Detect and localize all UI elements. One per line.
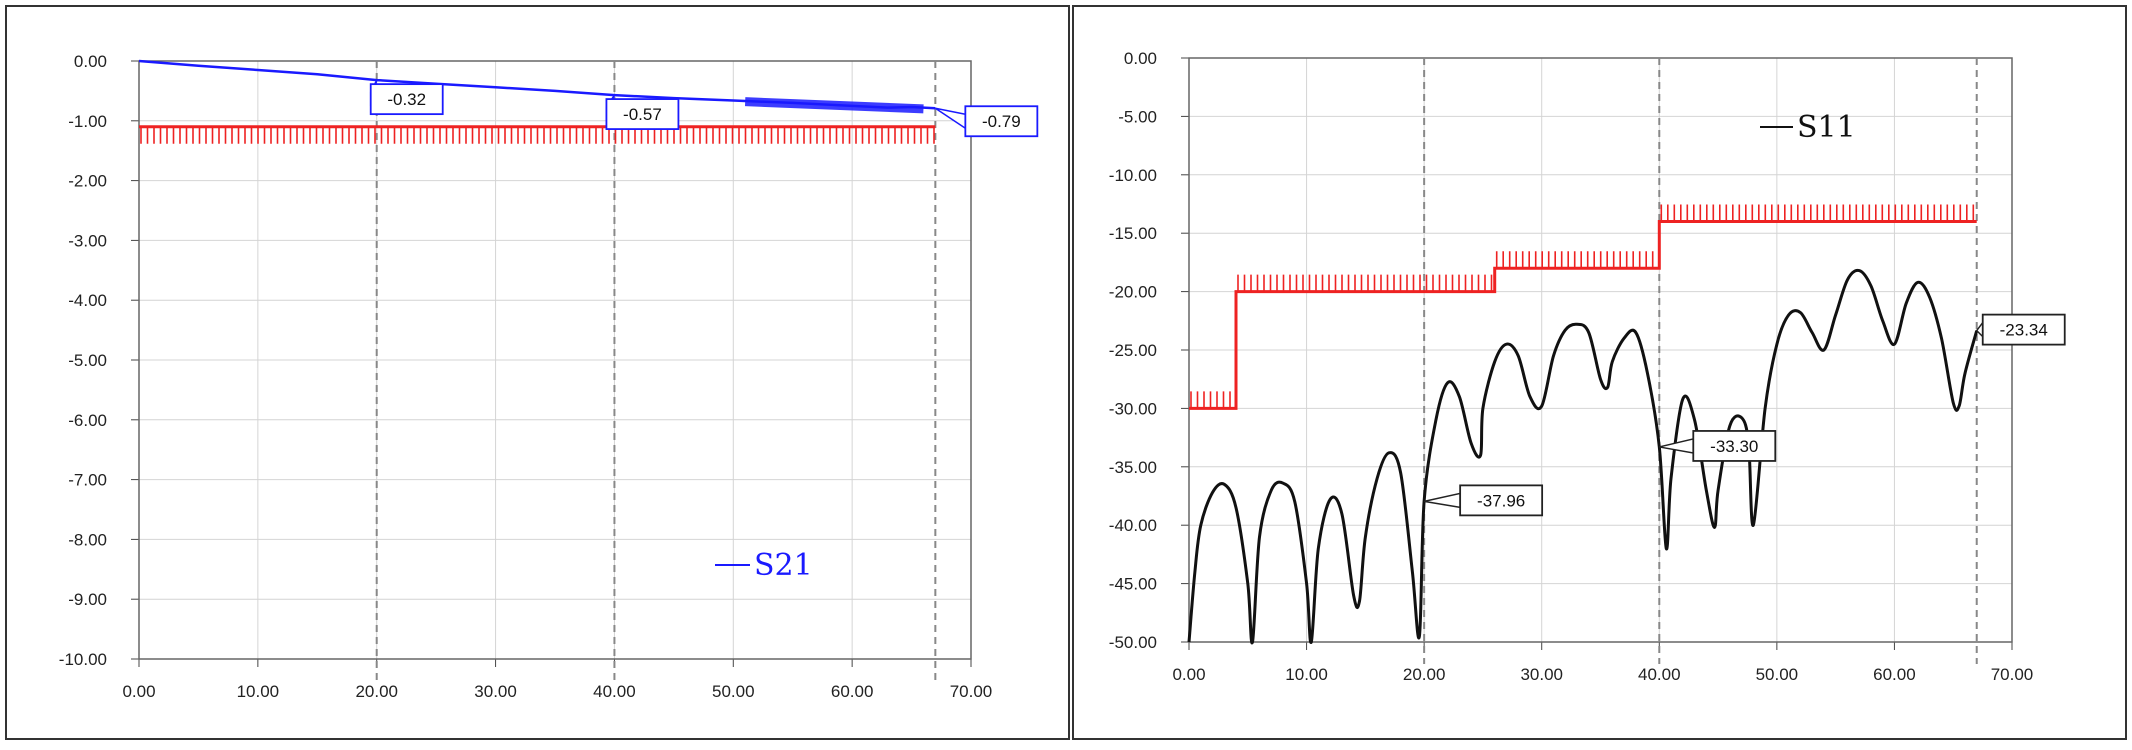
right-panel-frame — [1072, 5, 2127, 740]
legend-label: S21 — [754, 548, 813, 583]
y-tick-label: -5.00 — [1118, 107, 1157, 126]
y-tick-label: -15.00 — [1109, 224, 1157, 243]
y-tick-label: -20.00 — [1109, 283, 1157, 302]
y-tick-label: -45.00 — [1109, 575, 1157, 594]
y-tick-label: -35.00 — [1109, 458, 1157, 477]
s21-chart: 0.00 10.00 20.00 30.00 40.00 50.00 60.00 70.00 0… — [59, 52, 1039, 701]
y-tick-label: -40.00 — [1109, 516, 1157, 535]
x-tick-label: 20.00 — [355, 682, 398, 701]
s11-chart: 0.00 10.00 20.00 30.00 40.00 50.00 60.00 70.00 0… — [1109, 49, 2066, 684]
y-tick-label: -5.00 — [68, 351, 107, 370]
marker-label: -0.79 — [982, 112, 1021, 131]
limit-line — [1189, 220, 1977, 410]
plot-area-frame — [138, 60, 972, 660]
x-tick-label: 0.00 — [1172, 665, 1205, 684]
x-tick-label: 60.00 — [831, 682, 874, 701]
y-tick-label: -30.00 — [1109, 399, 1157, 418]
series-noise-band — [744, 97, 924, 114]
marker-pointer — [934, 107, 967, 130]
y-tick-label: -10.00 — [1109, 166, 1157, 185]
y-tick-label: -6.00 — [68, 411, 107, 430]
y-tick-label: 0.00 — [74, 52, 107, 71]
marker-label: -37.96 — [1477, 491, 1525, 510]
y-tick-label: 0.00 — [1124, 49, 1157, 68]
marker-pointer — [1423, 492, 1461, 509]
left-panel-frame — [5, 5, 1070, 740]
y-tick-label: -8.00 — [68, 530, 107, 549]
y-tick-label: -25.00 — [1109, 341, 1157, 360]
x-tick-label: 70.00 — [950, 682, 993, 701]
x-tick-label: 40.00 — [593, 682, 636, 701]
marker-label: -33.30 — [1710, 437, 1758, 456]
x-tick-label: 40.00 — [1638, 665, 1681, 684]
y-tick-label: -2.00 — [68, 172, 107, 191]
limit-line-hatch — [1190, 204, 1975, 409]
y-tick-label: -7.00 — [68, 471, 107, 490]
x-tick-label: 50.00 — [1756, 665, 1799, 684]
x-tick-label: 70.00 — [1991, 665, 2034, 684]
y-tick-label: -4.00 — [68, 291, 107, 310]
marker-box — [1692, 430, 1777, 462]
y-tick-label: -10.00 — [59, 650, 107, 669]
x-tick-label: 30.00 — [474, 682, 517, 701]
y-tick-label: -3.00 — [68, 231, 107, 250]
x-tick-label: 30.00 — [1520, 665, 1563, 684]
marker-box — [964, 105, 1039, 138]
x-tick-label: 50.00 — [712, 682, 755, 701]
y-tick-label: -1.00 — [68, 112, 107, 131]
x-tick-label: 60.00 — [1873, 665, 1916, 684]
y-tick-label: -50.00 — [1109, 633, 1157, 652]
x-tick-label: 20.00 — [1403, 665, 1446, 684]
marker-box — [605, 98, 680, 130]
marker-box — [369, 83, 444, 116]
marker-label: -0.32 — [387, 90, 426, 109]
series-line-s11 — [1187, 268, 1979, 645]
x-tick-label: 10.00 — [237, 682, 280, 701]
plot-area-frame — [1188, 57, 2013, 643]
x-tick-label: 10.00 — [1285, 665, 1328, 684]
legend-label: S11 — [1797, 110, 1856, 145]
y-tick-label: -9.00 — [68, 590, 107, 609]
x-tick-label: 0.00 — [122, 682, 155, 701]
limit-line-hatch — [140, 126, 935, 144]
marker-label: -0.57 — [623, 105, 662, 124]
marker-box — [1459, 484, 1544, 517]
marker-box — [1981, 313, 2066, 346]
marker-label: -23.34 — [2000, 321, 2048, 340]
